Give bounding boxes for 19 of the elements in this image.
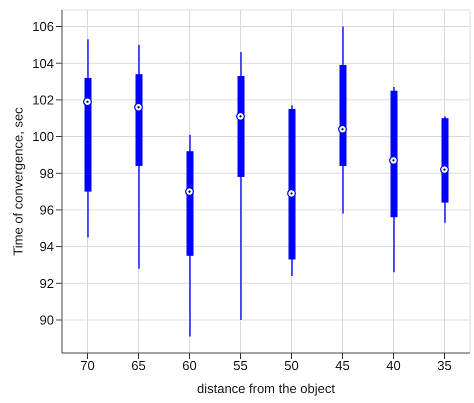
y-tick-label: 102	[32, 92, 54, 108]
y-tick-label: 96	[40, 202, 54, 218]
y-axis-title: Time of convergence, sec	[10, 106, 26, 256]
x-tick-label: 70	[80, 358, 95, 374]
x-axis-title: distance from the object	[196, 381, 336, 396]
y-tick-label: 100	[32, 129, 54, 144]
x-tick-label: 65	[131, 358, 146, 374]
x-tick-label: 55	[233, 358, 248, 374]
y-tick-label: 90	[40, 312, 54, 328]
y-tick-label: 92	[40, 276, 54, 291]
x-tick-label: 45	[335, 358, 350, 374]
x-tick-label: 35	[437, 358, 452, 374]
y-tick-label: 104	[32, 56, 54, 71]
x-tick-label: 50	[284, 358, 299, 374]
y-tick-label: 106	[32, 19, 54, 34]
y-tick-label: 98	[40, 166, 54, 181]
x-tick-label: 60	[182, 358, 197, 374]
y-tick-label: 94	[40, 239, 54, 254]
x-tick-label: 40	[386, 358, 401, 374]
